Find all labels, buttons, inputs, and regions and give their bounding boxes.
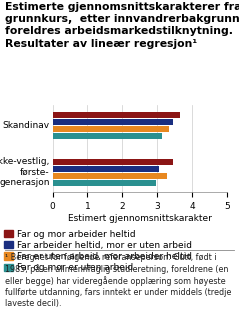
- Bar: [53, 166, 159, 172]
- X-axis label: Estimert gjennomsnittskarakter: Estimert gjennomsnittskarakter: [68, 214, 212, 223]
- Bar: [53, 173, 167, 179]
- Bar: [53, 112, 180, 118]
- Bar: [53, 133, 163, 139]
- Text: ¹ Beregnet for følgende referanseperson: Gutt, født i
1985, på en allmennfaglig : ¹ Beregnet for følgende referanseperson:…: [5, 253, 231, 310]
- Bar: [53, 126, 169, 132]
- Bar: [53, 119, 173, 125]
- Bar: [53, 180, 156, 186]
- Legend: Far og mor arbeider heltid, Far arbeider heltid, mor er uten arbeid, Far er uten: Far og mor arbeider heltid, Far arbeider…: [4, 230, 191, 272]
- Text: Estimerte gjennomsnittskarakterer fra
grunnkurs,  etter innvandrerbakgrunn og
fo: Estimerte gjennomsnittskarakterer fra gr…: [5, 2, 239, 49]
- Bar: [53, 159, 173, 165]
